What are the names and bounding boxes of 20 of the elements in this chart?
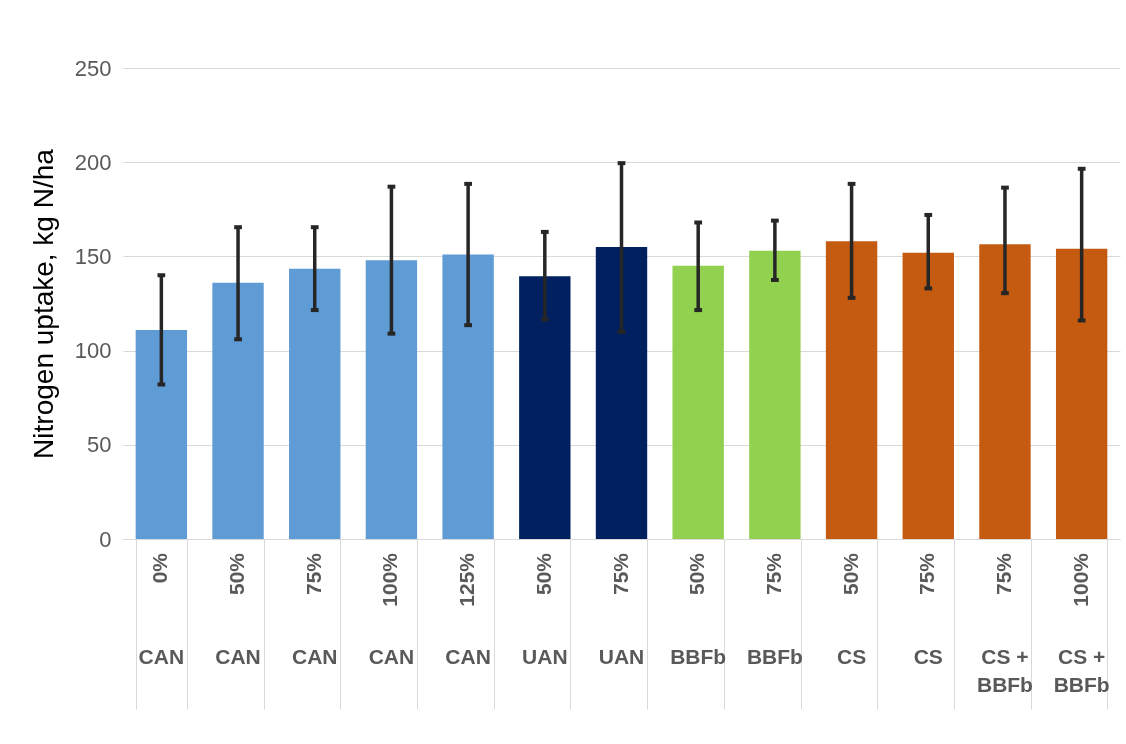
category-label: 100% CAN <box>368 553 415 668</box>
category-label: 75% BBFb <box>746 553 803 668</box>
category-label: 75% CS + BBFb <box>976 553 1033 696</box>
y-tick-label: 50 <box>87 432 112 458</box>
category-label: 50% CAN <box>215 553 261 668</box>
y-tick-label: 100 <box>74 338 112 364</box>
y-axis-title: Nitrogen uptake, kg N/ha <box>27 148 59 459</box>
category-label: 75% CAN <box>291 553 338 668</box>
category-label: 50% BBFb <box>670 553 727 668</box>
category-label: 100% CS + BBFb <box>1053 553 1110 696</box>
y-tick-label: 250 <box>74 55 112 81</box>
category-label: 125% CAN <box>445 553 491 668</box>
category-label: 0% CAN <box>138 553 185 668</box>
y-tick-label: 0 <box>99 526 112 552</box>
y-tick-label: 150 <box>74 243 112 269</box>
category-label: 50% UAN <box>522 553 568 668</box>
category-label: 75% UAN <box>598 553 645 668</box>
category-label: 75% CS <box>913 553 943 668</box>
category-label: 50% CS <box>836 553 867 668</box>
y-tick-label: 200 <box>74 149 112 175</box>
